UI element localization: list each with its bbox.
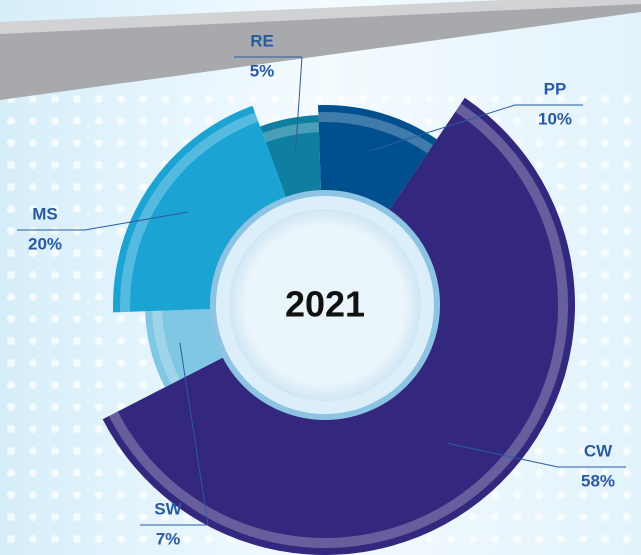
category-label: PP — [544, 79, 567, 98]
value-label: 5% — [250, 61, 275, 80]
value-label: 58% — [581, 471, 615, 490]
category-label: RE — [250, 31, 274, 50]
chart: 2021 RE 5% PP 10% CW 58% SW 7% MS 20% — [0, 0, 641, 555]
value-label: 7% — [156, 529, 181, 548]
category-label: CW — [584, 441, 613, 460]
value-label: 10% — [538, 109, 572, 128]
category-label: SW — [154, 499, 182, 518]
category-label: MS — [32, 204, 58, 223]
value-label: 20% — [28, 234, 62, 253]
center-text: 2021 — [285, 284, 365, 325]
